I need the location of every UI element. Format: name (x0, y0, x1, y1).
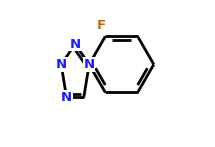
Text: F: F (97, 19, 106, 32)
Text: N: N (84, 58, 95, 71)
Text: N: N (56, 58, 67, 71)
Text: N: N (61, 91, 72, 104)
Text: N: N (70, 38, 81, 51)
